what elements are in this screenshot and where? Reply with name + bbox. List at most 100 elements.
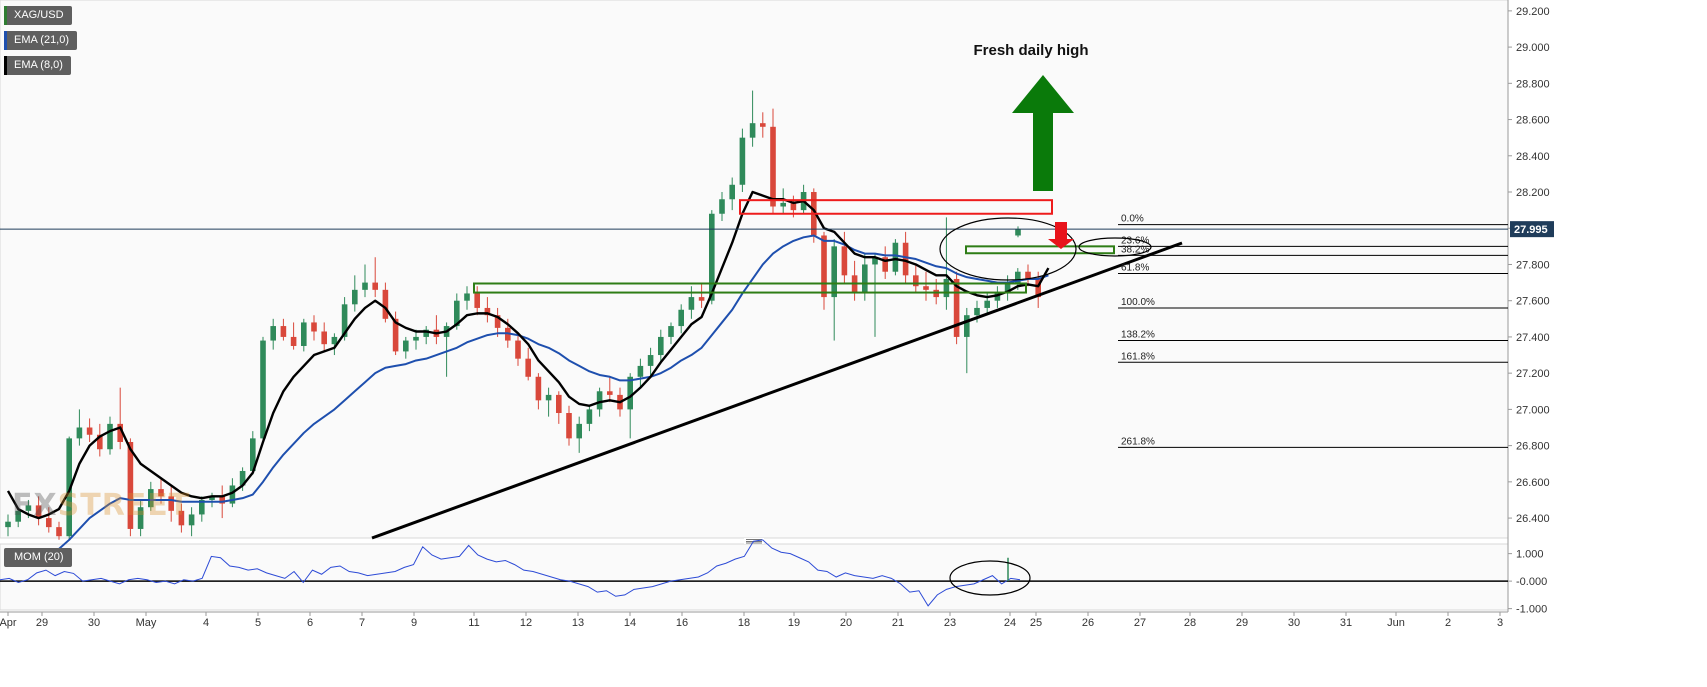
candle-body — [668, 326, 674, 337]
time-tick-label: 26 — [1082, 617, 1094, 629]
candle-body — [1025, 271, 1031, 279]
fib-level-label: 138.2% — [1121, 330, 1155, 341]
legend-swatch-ema8 — [4, 56, 7, 75]
legend-swatch-ema21 — [4, 31, 7, 50]
time-tick-label: 29 — [36, 617, 48, 629]
candle-body — [127, 441, 134, 529]
candle-body — [882, 257, 888, 272]
candle-body — [148, 489, 154, 508]
candle-body — [239, 470, 246, 486]
candle-body — [647, 355, 654, 366]
mom-tick-label: -1.000 — [1516, 604, 1547, 616]
candle-body — [280, 326, 287, 337]
candle-body — [576, 423, 582, 439]
highlight-ellipse — [939, 217, 1077, 281]
candle-body — [953, 278, 960, 337]
candle-body — [35, 505, 42, 519]
candle-body — [984, 300, 990, 308]
candle-body — [5, 521, 11, 528]
price-tick-label: 27.400 — [1516, 332, 1550, 344]
candle-body — [372, 282, 378, 290]
candle-body — [698, 297, 705, 301]
time-tick-label: 9 — [411, 617, 417, 629]
time-tick-label: 13 — [572, 617, 584, 629]
time-tick-label: 11 — [468, 617, 479, 629]
price-tick-label: 29.200 — [1516, 6, 1550, 18]
candle-body — [923, 286, 929, 290]
ema8-line — [6, 190, 1050, 520]
last-price-label: 27.995 — [1514, 224, 1548, 236]
candle-body — [137, 507, 144, 529]
annotation-text: Fresh daily high — [973, 42, 1088, 59]
price-tick-label: 29.000 — [1516, 42, 1550, 54]
time-tick-label: 19 — [788, 617, 800, 629]
candle-body — [423, 329, 429, 337]
candle-body — [270, 326, 276, 341]
candle-body — [454, 300, 460, 327]
candle-body — [392, 318, 399, 352]
fib-level-label: 261.8% — [1121, 436, 1155, 447]
candle-body — [168, 496, 174, 511]
candle-body — [862, 264, 868, 294]
candle-body — [56, 527, 62, 537]
candle-body — [250, 438, 256, 471]
fib-level-label: 61.8% — [1121, 263, 1149, 274]
legend-label-xagusd: XAG/USD — [14, 9, 64, 21]
time-tick-label: 6 — [307, 617, 313, 629]
resistance-zone-box — [739, 199, 1053, 215]
watermark-fx: FX — [12, 488, 58, 523]
candle-body — [943, 278, 950, 298]
legend-ema8[interactable]: EMA (8,0) — [4, 56, 71, 75]
legend-swatch-xagusd — [4, 6, 7, 25]
candle-body — [362, 282, 368, 290]
last-price-tag — [1510, 221, 1554, 238]
candle-body — [770, 126, 776, 207]
fib-level-label: 100.0% — [1121, 297, 1155, 308]
candle-body — [627, 376, 633, 410]
price-tick-label: 27.200 — [1516, 368, 1550, 380]
candle-body — [892, 242, 899, 272]
candle-body — [219, 496, 225, 504]
time-tick-label: 7 — [359, 617, 365, 629]
legend-xagusd[interactable]: XAG/USD — [4, 6, 72, 25]
candle-body — [484, 307, 491, 316]
candle-body — [1015, 271, 1021, 283]
price-tick-label: 28.400 — [1516, 151, 1550, 163]
time-tick-label: 3 — [1497, 617, 1503, 629]
candle-body — [678, 309, 684, 327]
candle-body — [382, 289, 389, 319]
legend-mom[interactable]: MOM (20) — [4, 548, 72, 567]
candle-body — [86, 427, 93, 435]
candle-body — [474, 293, 480, 308]
time-tick-label: Apr — [0, 617, 17, 629]
candle-body — [902, 242, 909, 276]
candle-body — [229, 485, 236, 504]
time-tick-label: 23 — [944, 617, 956, 629]
candle-body — [515, 340, 521, 359]
candle-body — [15, 510, 21, 522]
watermark-street: STREET — [57, 488, 191, 523]
price-axis-background — [1508, 0, 1707, 687]
candle-body — [158, 489, 164, 497]
candle-body — [913, 275, 919, 287]
price-tick-label: 26.400 — [1516, 513, 1550, 525]
mom-pane — [0, 543, 1509, 611]
candle-body — [535, 376, 542, 401]
candle-body — [321, 331, 327, 345]
candle-body — [872, 257, 878, 265]
legend-label-ema21: EMA (21,0) — [14, 34, 70, 46]
mom-line — [0, 539, 1021, 607]
candle-body — [25, 505, 32, 511]
fib-level-label: 23.6% — [1121, 235, 1149, 246]
up-arrow-icon — [1012, 75, 1074, 191]
candle-body — [107, 423, 113, 450]
candle-body — [790, 202, 797, 211]
price-tick-label: 27.800 — [1516, 259, 1550, 271]
legend-ema21[interactable]: EMA (21,0) — [4, 31, 78, 50]
candle-body — [341, 304, 348, 337]
candle-body — [66, 438, 72, 537]
time-tick-label: May — [136, 617, 157, 629]
price-tick-label: 28.600 — [1516, 115, 1550, 127]
candle-body — [709, 213, 715, 301]
